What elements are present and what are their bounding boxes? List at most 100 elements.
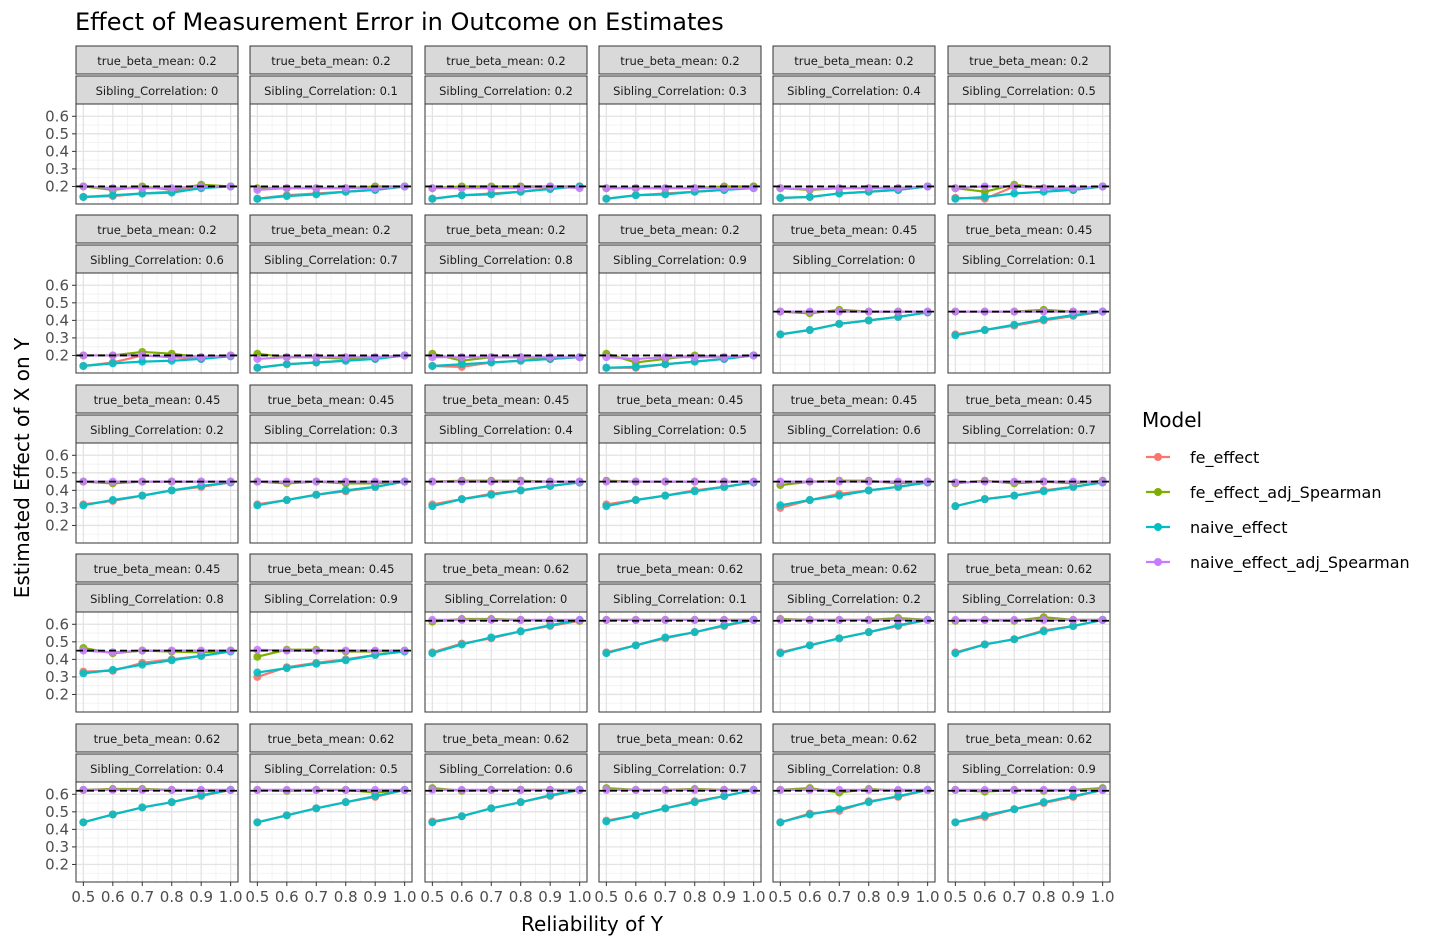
data-point-naive-effect-adj-Spearman (690, 785, 699, 794)
facet-strip-beta-label: true_beta_mean: 0.62 (966, 732, 1093, 746)
data-point-naive-effect (951, 818, 960, 827)
facet-strip-beta-label: true_beta_mean: 0.62 (966, 562, 1093, 576)
facet-strip-correlation-label: Sibling_Correlation: 0.3 (962, 592, 1096, 606)
data-point-naive-effect (1039, 487, 1048, 496)
data-point-naive-effect (661, 633, 670, 642)
data-point-naive-effect (951, 502, 960, 511)
legend-title: Model (1142, 408, 1202, 432)
series-line-naive-effect-adj-Spearman (257, 185, 405, 192)
data-point-naive-effect (79, 818, 88, 827)
facet-panel: true_beta_mean: 0.2 Sibling_Correlation: … (598, 45, 762, 205)
data-point-naive-effect (661, 360, 670, 369)
y-tick-label: 0.2 (45, 685, 69, 703)
data-point-naive-effect-adj-Spearman (79, 646, 88, 655)
facet-strip-correlation-label: Sibling_Correlation: 0.2 (439, 84, 573, 98)
series-line-naive-effect-adj-Spearman (780, 185, 928, 191)
data-point-naive-effect-adj-Spearman (631, 354, 640, 363)
series-line-naive-effect (432, 481, 580, 508)
facet-strip-correlation-label: Sibling_Correlation: 0.5 (962, 84, 1096, 98)
data-point-naive-effect-adj-Spearman (79, 785, 88, 794)
facet-strip-beta (75, 723, 239, 753)
facet-strip-correlation (424, 753, 588, 783)
data-point-naive-effect (602, 817, 611, 826)
facet-panel: true_beta_mean: 0.45 Sibling_Correlation:… (947, 214, 1111, 374)
facet-strip-beta-label: true_beta_mean: 0.62 (268, 732, 395, 746)
facet-strip-correlation-label: Sibling_Correlation: 0.6 (90, 253, 224, 267)
data-point-naive-effect-adj-Spearman (602, 353, 611, 362)
data-point-naive-effect (428, 649, 437, 658)
data-point-naive-effect-adj-Spearman (371, 184, 380, 193)
x-tick-label: 0.9 (1061, 888, 1085, 906)
y-tick-label: 0.5 (45, 464, 69, 482)
x-tick-label: 0.6 (973, 888, 997, 906)
facet-panel: true_beta_mean: 0.2 Sibling_Correlation: … (249, 214, 413, 374)
data-point-naive-effect (108, 810, 117, 819)
panel-border (424, 611, 588, 713)
panel-border (598, 272, 762, 374)
data-point-naive-effect (980, 192, 989, 201)
data-point-naive-effect (428, 818, 437, 827)
data-point-naive-effect (487, 804, 496, 813)
data-point-naive-effect-adj-Spearman (575, 184, 584, 193)
data-point-naive-effect (690, 628, 699, 637)
data-point-naive-effect (167, 798, 176, 807)
panel-border (598, 442, 762, 544)
panel-border (75, 272, 239, 374)
x-tick-label: 0.9 (538, 888, 562, 906)
facet-strip-beta (424, 214, 588, 244)
data-point-naive-effect-adj-Spearman (167, 477, 176, 486)
panel-border (249, 611, 413, 713)
x-tick-label: 0.5 (420, 888, 444, 906)
data-point-naive-effect-adj-Spearman (282, 353, 291, 362)
facet-strip-correlation (424, 414, 588, 444)
panel-border (947, 103, 1111, 205)
panel-border (947, 272, 1111, 374)
data-point-naive-effect (282, 664, 291, 673)
facet-panel: true_beta_mean: 0.62 Sibling_Correlation:… (245, 723, 417, 906)
data-point-naive-effect (253, 668, 262, 677)
data-point-naive-effect-adj-Spearman (167, 184, 176, 193)
facet-panel: true_beta_mean: 0.45 Sibling_Correlation:… (249, 384, 413, 544)
facet-strip-beta (249, 45, 413, 75)
data-point-naive-effect (661, 804, 670, 813)
series-line-naive-effect (606, 618, 754, 655)
facet-panel: true_beta_mean: 0.2 Sibling_Correlation: … (424, 214, 588, 374)
data-point-naive-effect-adj-Spearman (516, 353, 525, 362)
facet-panel: true_beta_mean: 0.2 Sibling_Correlation: … (598, 214, 762, 374)
data-point-naive-effect-adj-Spearman (312, 353, 321, 362)
panel-border (947, 781, 1111, 883)
data-point-naive-effect (108, 191, 117, 200)
data-point-naive-effect-adj-Spearman (690, 615, 699, 624)
facet-strip-correlation-label: Sibling_Correlation: 0.2 (787, 592, 921, 606)
facet-strip-correlation-label: Sibling_Correlation: 0 (96, 84, 219, 98)
data-point-naive-effect-adj-Spearman (1039, 184, 1048, 193)
facet-panel: true_beta_mean: 0.62 Sibling_Correlation:… (420, 723, 592, 906)
facet-panel: true_beta_mean: 0.2 Sibling_Correlation: … (947, 45, 1111, 205)
data-point-naive-effect-adj-Spearman (341, 184, 350, 193)
facet-strip-beta (947, 45, 1111, 75)
data-point-naive-effect-adj-Spearman (690, 184, 699, 193)
series-line-naive-effect (780, 185, 928, 199)
facet-strip-correlation (772, 414, 936, 444)
panel-border (249, 103, 413, 205)
y-tick-label: 0.6 (45, 785, 69, 803)
data-point-naive-effect (79, 501, 88, 510)
facet-strip-beta-label: true_beta_mean: 0.2 (271, 54, 390, 68)
facet-panel: true_beta_mean: 0.45 Sibling_Correlation:… (45, 553, 239, 713)
panel-border (249, 272, 413, 374)
facet-panels: true_beta_mean: 0.2 Sibling_Correlation: … (45, 45, 1115, 906)
data-point-naive-effect-adj-Spearman (108, 648, 117, 657)
facet-strip-beta (424, 553, 588, 583)
data-point-naive-effect-adj-Spearman (951, 184, 960, 193)
facet-strip-beta-label: true_beta_mean: 0.45 (617, 393, 744, 407)
x-tick-label: 0.9 (886, 888, 910, 906)
data-point-naive-effect-adj-Spearman (776, 307, 785, 316)
facet-strip-correlation-label: Sibling_Correlation: 0.9 (613, 253, 747, 267)
facet-strip-correlation-label: Sibling_Correlation: 0.3 (613, 84, 747, 98)
facet-strip-correlation (249, 75, 413, 105)
x-axis-title: Reliability of Y (521, 912, 664, 936)
data-point-naive-effect-adj-Spearman (428, 615, 437, 624)
data-point-naive-effect-adj-Spearman (516, 785, 525, 794)
facet-strip-beta (75, 214, 239, 244)
x-tick-label: 0.7 (130, 888, 154, 906)
